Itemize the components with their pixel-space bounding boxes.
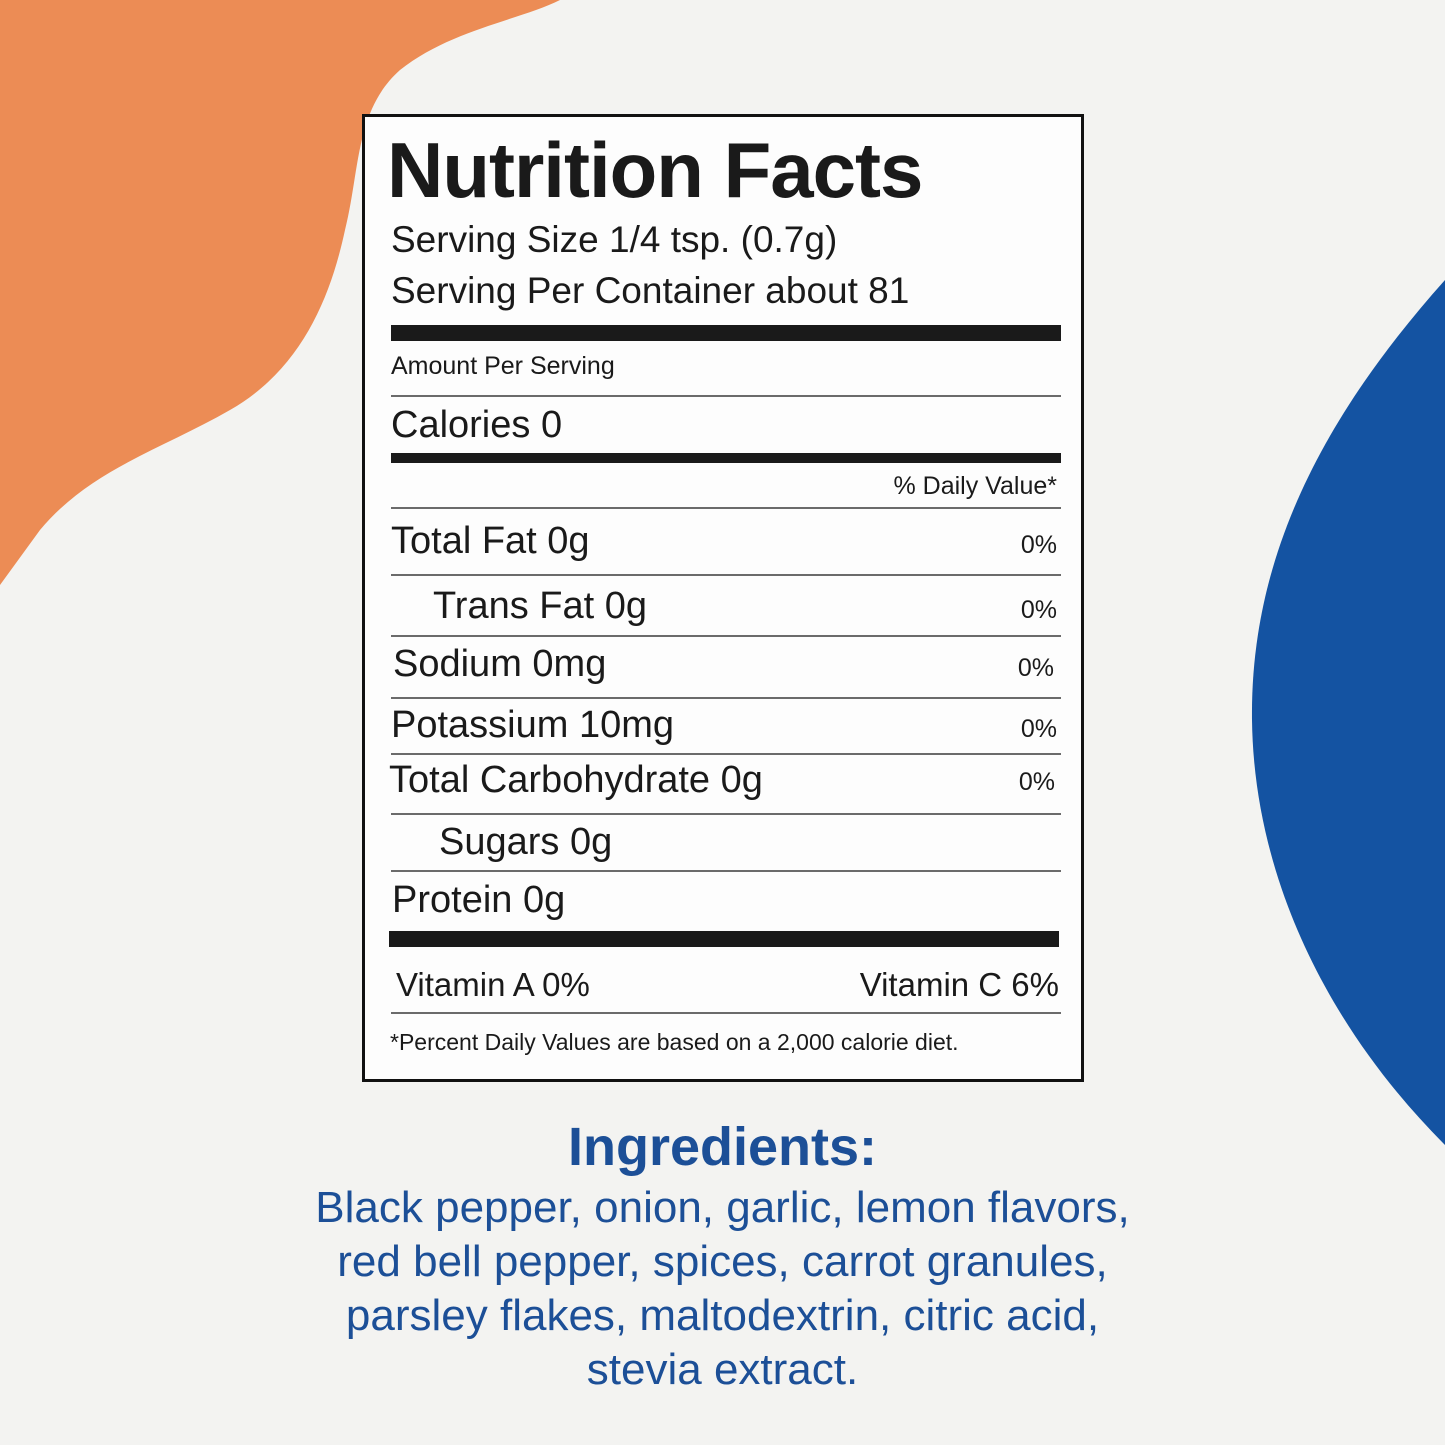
divider-thin xyxy=(391,813,1061,815)
row-trans-fat: Trans Fat 0g xyxy=(433,585,648,627)
row-potassium: Potassium 10mg xyxy=(391,704,675,746)
divider-thin xyxy=(391,507,1061,509)
row-sugars: Sugars 0g xyxy=(439,821,613,863)
divider-thin xyxy=(391,395,1061,397)
vitamin-a: Vitamin A 0% xyxy=(396,966,590,1003)
row-total-carbohydrate: Total Carbohydrate 0g xyxy=(389,759,763,801)
divider-thin xyxy=(391,635,1061,637)
divider-thin xyxy=(391,753,1061,755)
ingredients-section: Ingredients: Black pepper, onion, garlic… xyxy=(200,1117,1245,1397)
dv-sodium: 0% xyxy=(1017,654,1054,682)
ingredients-title: Ingredients: xyxy=(567,1117,878,1177)
amount-per-serving: Amount Per Serving xyxy=(391,352,615,380)
dv-trans-fat: 0% xyxy=(1020,596,1057,624)
serving-size: Serving Size 1/4 tsp. (0.7g) xyxy=(391,219,838,260)
dv-total-fat: 0% xyxy=(1020,531,1057,559)
daily-value-header: % Daily Value* xyxy=(893,472,1057,500)
divider-medium xyxy=(391,453,1061,463)
ingredients-line: Black pepper, onion, garlic, lemon flavo… xyxy=(315,1183,1130,1233)
divider-thin xyxy=(391,574,1061,576)
divider-thin xyxy=(391,1012,1061,1014)
calories: Calories 0 xyxy=(391,404,563,446)
servings-per-container: Serving Per Container about 81 xyxy=(391,270,910,311)
divider-thick xyxy=(391,325,1061,341)
ingredients-line: parsley flakes, maltodextrin, citric aci… xyxy=(345,1291,1100,1341)
footnote: *Percent Daily Values are based on a 2,0… xyxy=(390,1029,959,1055)
orange-blob xyxy=(0,0,560,585)
ingredients-line: red bell pepper, spices, carrot granules… xyxy=(337,1237,1108,1287)
row-sodium: Sodium 0mg xyxy=(393,643,607,685)
nutrition-title: Nutrition Facts xyxy=(387,126,923,214)
ingredients-line: stevia extract. xyxy=(586,1345,859,1395)
divider-thick xyxy=(389,931,1059,947)
divider-thin xyxy=(391,870,1061,872)
divider-thin xyxy=(391,697,1061,699)
dv-total-carbohydrate: 0% xyxy=(1018,768,1055,796)
nutrition-facts-label: Nutrition Facts Serving Size 1/4 tsp. (0… xyxy=(362,114,1084,1082)
blue-circle xyxy=(1251,280,1445,1145)
row-protein: Protein 0g xyxy=(392,879,566,921)
vitamin-c: Vitamin C 6% xyxy=(859,966,1059,1003)
dv-potassium: 0% xyxy=(1020,715,1057,743)
row-total-fat: Total Fat 0g xyxy=(391,520,590,562)
